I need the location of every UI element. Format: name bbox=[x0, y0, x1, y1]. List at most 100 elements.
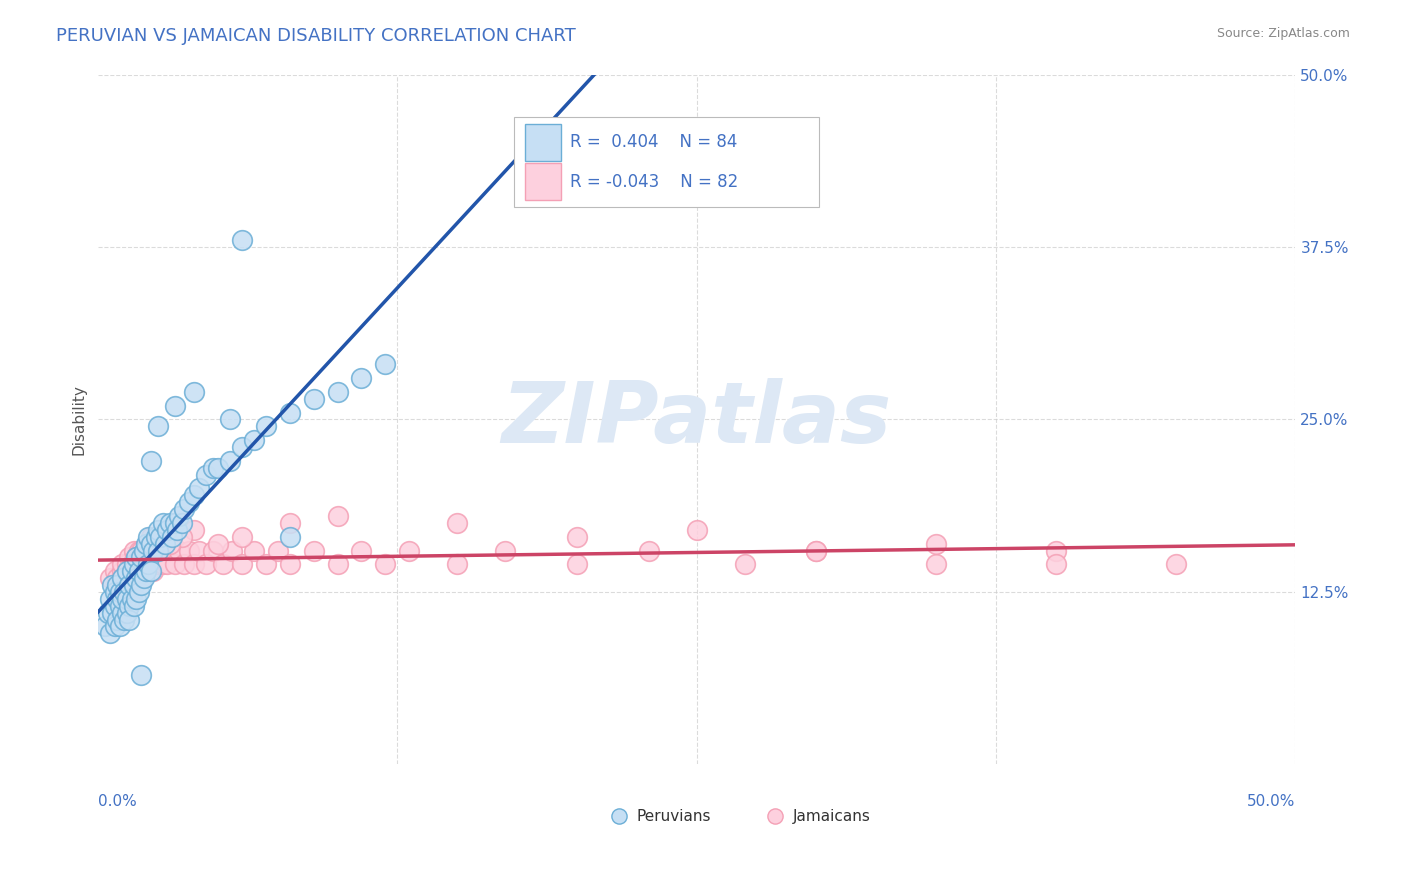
Point bbox=[146, 419, 169, 434]
Point bbox=[278, 406, 301, 420]
Point bbox=[152, 558, 174, 572]
Point bbox=[302, 543, 325, 558]
Point bbox=[183, 488, 205, 502]
Point bbox=[122, 578, 145, 592]
Point bbox=[125, 550, 148, 565]
Point bbox=[170, 530, 193, 544]
Point bbox=[231, 233, 253, 247]
Point bbox=[104, 564, 127, 578]
Point bbox=[242, 433, 264, 447]
Point bbox=[118, 599, 141, 613]
Point bbox=[118, 564, 141, 578]
Point bbox=[129, 667, 152, 681]
Point bbox=[159, 537, 181, 551]
Point bbox=[374, 558, 396, 572]
Point bbox=[686, 523, 709, 537]
Point bbox=[142, 564, 165, 578]
Point bbox=[156, 558, 179, 572]
Text: Jamaicans: Jamaicans bbox=[793, 809, 870, 823]
Point bbox=[128, 585, 150, 599]
Point bbox=[231, 530, 253, 544]
Point bbox=[146, 523, 169, 537]
Text: R = -0.043    N = 82: R = -0.043 N = 82 bbox=[569, 173, 738, 191]
Point bbox=[1164, 558, 1187, 572]
Point bbox=[734, 558, 756, 572]
Point bbox=[173, 558, 195, 572]
Point bbox=[231, 558, 253, 572]
Y-axis label: Disability: Disability bbox=[72, 384, 86, 455]
Point bbox=[108, 599, 131, 613]
Point bbox=[138, 558, 160, 572]
Point bbox=[166, 523, 188, 537]
Point bbox=[374, 357, 396, 371]
Point bbox=[159, 543, 181, 558]
Point bbox=[122, 558, 145, 572]
Point bbox=[128, 564, 150, 578]
Point bbox=[1045, 558, 1067, 572]
Point bbox=[108, 619, 131, 633]
Point bbox=[111, 571, 134, 585]
Point bbox=[221, 543, 243, 558]
Point bbox=[122, 543, 145, 558]
Point bbox=[121, 571, 143, 585]
Point bbox=[139, 530, 162, 544]
Point bbox=[925, 558, 948, 572]
Point bbox=[806, 543, 828, 558]
Point bbox=[207, 537, 229, 551]
Point bbox=[350, 371, 373, 385]
Point bbox=[125, 550, 148, 565]
Point bbox=[129, 578, 152, 592]
Point bbox=[94, 619, 117, 633]
Point bbox=[187, 482, 209, 496]
Point bbox=[207, 460, 229, 475]
Point bbox=[446, 558, 468, 572]
Point bbox=[121, 564, 143, 578]
Point bbox=[129, 550, 152, 565]
Point bbox=[122, 599, 145, 613]
Point bbox=[129, 571, 152, 585]
Point bbox=[121, 591, 143, 606]
Point bbox=[111, 564, 134, 578]
Point bbox=[177, 543, 200, 558]
Point bbox=[125, 591, 148, 606]
Point bbox=[115, 606, 138, 620]
Point bbox=[187, 543, 209, 558]
Point bbox=[139, 537, 162, 551]
Point bbox=[125, 550, 148, 565]
Point bbox=[326, 558, 349, 572]
Point bbox=[153, 537, 176, 551]
Point bbox=[138, 530, 160, 544]
Point bbox=[145, 543, 167, 558]
Point bbox=[177, 495, 200, 509]
Point bbox=[128, 564, 150, 578]
Point bbox=[173, 502, 195, 516]
Point bbox=[1129, 861, 1152, 875]
Point bbox=[104, 599, 127, 613]
Point bbox=[112, 585, 135, 599]
Point bbox=[146, 558, 169, 572]
Point bbox=[163, 516, 186, 530]
Point bbox=[494, 543, 516, 558]
Point bbox=[350, 543, 373, 558]
Point bbox=[129, 543, 152, 558]
Point bbox=[128, 543, 150, 558]
Point bbox=[118, 578, 141, 592]
Text: ZIPatlas: ZIPatlas bbox=[502, 378, 891, 461]
Point bbox=[183, 523, 205, 537]
Text: 0.0%: 0.0% bbox=[98, 794, 136, 809]
Point bbox=[278, 558, 301, 572]
Text: PERUVIAN VS JAMAICAN DISABILITY CORRELATION CHART: PERUVIAN VS JAMAICAN DISABILITY CORRELAT… bbox=[56, 27, 576, 45]
Point bbox=[112, 613, 135, 627]
Point bbox=[806, 543, 828, 558]
Point bbox=[326, 384, 349, 399]
Point bbox=[97, 606, 120, 620]
Point bbox=[145, 530, 167, 544]
Point bbox=[115, 578, 138, 592]
Point bbox=[169, 509, 191, 524]
Point bbox=[129, 550, 152, 565]
Point bbox=[104, 619, 127, 633]
Point bbox=[135, 564, 157, 578]
Point bbox=[925, 537, 948, 551]
Point bbox=[139, 564, 162, 578]
Point bbox=[135, 564, 157, 578]
